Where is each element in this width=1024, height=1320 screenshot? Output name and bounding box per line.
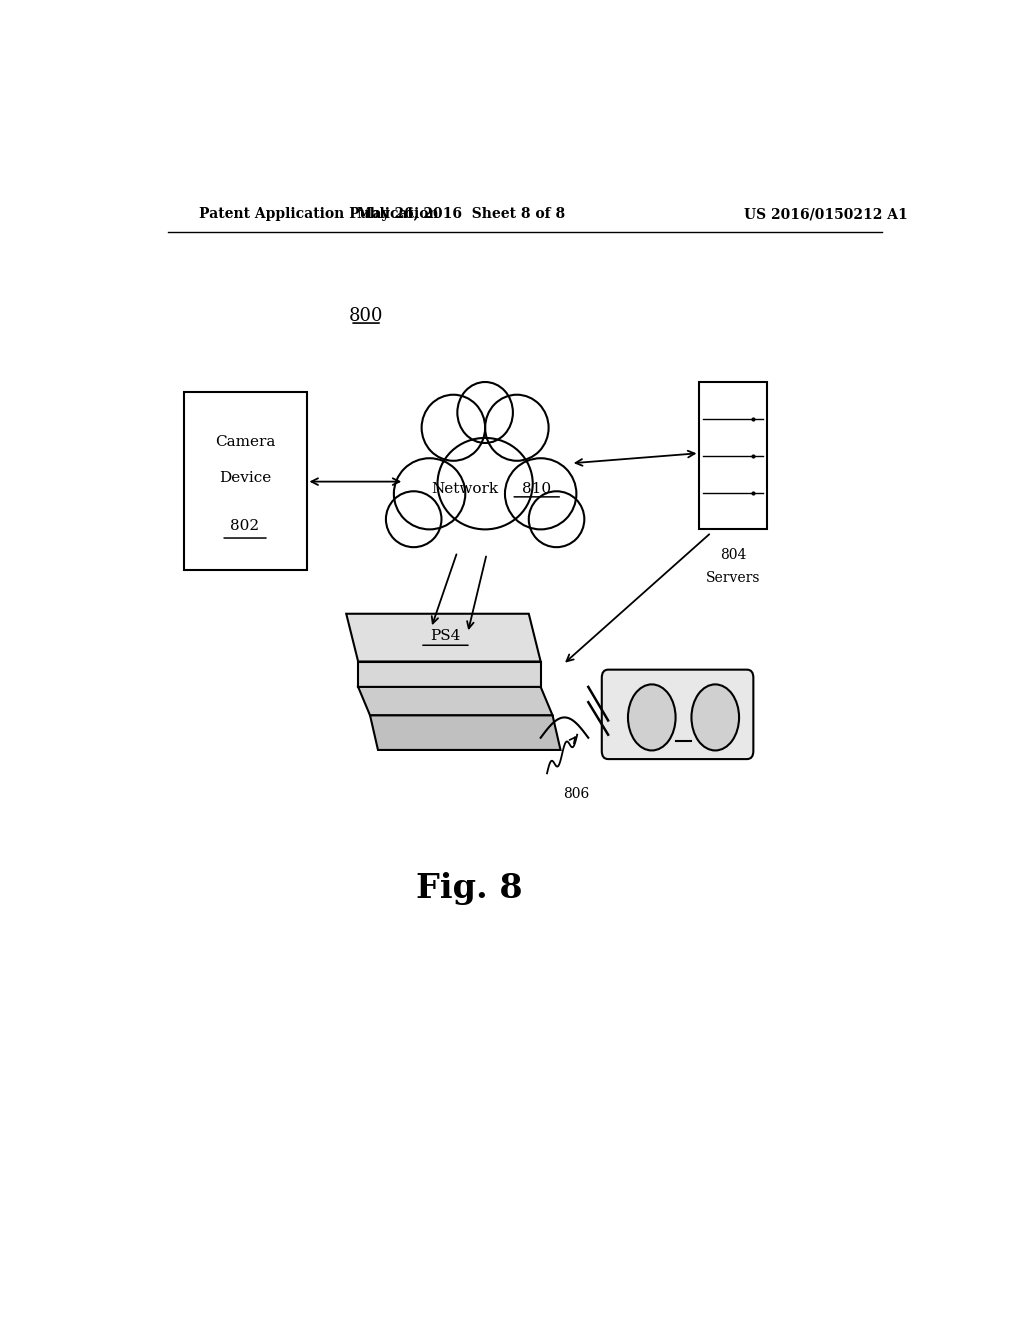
Ellipse shape (485, 395, 549, 461)
Ellipse shape (628, 684, 676, 751)
Text: 806: 806 (563, 787, 590, 801)
Ellipse shape (528, 491, 585, 548)
Polygon shape (370, 715, 560, 750)
Ellipse shape (691, 684, 739, 751)
Text: Servers: Servers (706, 572, 761, 585)
Ellipse shape (386, 491, 441, 548)
Polygon shape (358, 661, 541, 686)
FancyBboxPatch shape (183, 392, 306, 570)
Polygon shape (358, 686, 553, 715)
Text: Patent Application Publication: Patent Application Publication (200, 207, 439, 222)
Text: May 26, 2016  Sheet 8 of 8: May 26, 2016 Sheet 8 of 8 (357, 207, 565, 222)
Ellipse shape (458, 381, 513, 444)
Text: 800: 800 (349, 308, 383, 325)
Text: Fig. 8: Fig. 8 (416, 871, 522, 904)
Text: 810: 810 (522, 482, 551, 496)
Text: 802: 802 (230, 519, 260, 532)
FancyBboxPatch shape (699, 381, 767, 529)
Text: Device: Device (219, 470, 271, 484)
Text: 804: 804 (720, 548, 746, 562)
Text: US 2016/0150212 A1: US 2016/0150212 A1 (744, 207, 908, 222)
FancyBboxPatch shape (602, 669, 754, 759)
Text: Network: Network (432, 482, 499, 496)
Ellipse shape (394, 458, 465, 529)
Ellipse shape (422, 395, 485, 461)
Polygon shape (346, 614, 541, 661)
Text: PS4: PS4 (430, 630, 461, 643)
Ellipse shape (437, 438, 532, 529)
Text: Camera: Camera (215, 436, 275, 449)
Ellipse shape (505, 458, 577, 529)
